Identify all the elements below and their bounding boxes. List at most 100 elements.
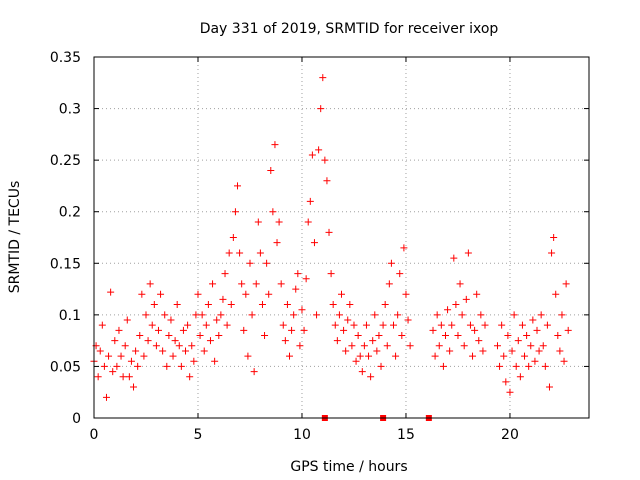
data-point [543, 321, 551, 329]
data-point [132, 347, 140, 355]
data-point [506, 388, 514, 396]
data-point [521, 352, 529, 360]
data-point [271, 141, 279, 149]
data-point [321, 156, 329, 164]
data-point [225, 249, 233, 257]
data-point [518, 321, 526, 329]
data-point [537, 311, 545, 319]
data-point [329, 301, 337, 309]
data-point [146, 280, 154, 288]
data-point [348, 342, 356, 350]
data-point [234, 182, 242, 190]
grid-lines [94, 57, 589, 418]
data-point [294, 270, 302, 278]
data-point [302, 275, 310, 283]
data-point [387, 259, 395, 267]
data-point [298, 306, 306, 314]
data-point [240, 326, 248, 334]
data-point [152, 342, 160, 350]
data-point [367, 373, 375, 381]
data-point [275, 218, 283, 226]
data-points [90, 74, 572, 401]
data-point [209, 280, 217, 288]
data-point [246, 259, 254, 267]
data-point [182, 347, 190, 355]
data-point [548, 249, 556, 257]
data-point [157, 290, 165, 298]
data-point [204, 301, 212, 309]
data-point [258, 301, 266, 309]
y-axis-label: SRMTID / TECUs [7, 181, 23, 294]
y-tick-label: 0.25 [50, 153, 81, 169]
data-point [121, 342, 129, 350]
y-tick-label: 0.15 [50, 256, 81, 272]
data-point [358, 368, 366, 376]
data-point [392, 352, 400, 360]
data-point [498, 321, 506, 329]
data-point [184, 321, 192, 329]
data-point [327, 270, 335, 278]
data-point [435, 342, 443, 350]
data-point [556, 347, 564, 355]
data-point [186, 373, 194, 381]
data-point [105, 352, 113, 360]
plot-frame [93, 56, 590, 419]
data-point [460, 342, 468, 350]
data-point [261, 331, 269, 339]
data-point [356, 352, 364, 360]
data-point [190, 357, 198, 365]
data-point [385, 280, 393, 288]
data-point [335, 311, 343, 319]
data-point [441, 331, 449, 339]
x-tick-label: 0 [90, 427, 99, 443]
data-point [202, 321, 210, 329]
data-point [562, 280, 570, 288]
data-point [198, 311, 206, 319]
data-point [267, 166, 275, 174]
data-point [175, 342, 183, 350]
data-point [429, 326, 437, 334]
data-point [213, 316, 221, 324]
data-point [167, 316, 175, 324]
data-point [500, 352, 508, 360]
data-point [456, 280, 464, 288]
data-point [360, 342, 368, 350]
data-point [439, 362, 447, 370]
data-point [215, 331, 223, 339]
data-point [113, 362, 121, 370]
data-point [273, 239, 281, 247]
data-point [475, 337, 483, 345]
data-point [244, 352, 252, 360]
data-point [508, 347, 516, 355]
data-point [192, 311, 200, 319]
data-point [479, 347, 487, 355]
data-point [454, 331, 462, 339]
data-point [496, 362, 504, 370]
data-point [466, 321, 474, 329]
data-point [552, 290, 560, 298]
data-point [323, 177, 331, 185]
data-point [383, 342, 391, 350]
data-point [286, 352, 294, 360]
data-point [304, 218, 312, 226]
data-point [292, 285, 300, 293]
data-point [469, 352, 477, 360]
data-point [350, 321, 358, 329]
data-point [163, 362, 171, 370]
data-point [317, 105, 325, 113]
data-point [433, 311, 441, 319]
data-point [319, 74, 327, 82]
data-point [458, 311, 466, 319]
data-point [477, 311, 485, 319]
data-point [493, 342, 501, 350]
data-point [123, 316, 131, 324]
data-point [196, 331, 204, 339]
data-point [535, 347, 543, 355]
data-point [211, 357, 219, 365]
data-point [154, 326, 162, 334]
y-tick-label: 0.3 [59, 102, 81, 118]
x-tick-label: 20 [501, 427, 519, 443]
data-point [464, 249, 472, 257]
data-point [539, 342, 547, 350]
data-point [252, 280, 260, 288]
